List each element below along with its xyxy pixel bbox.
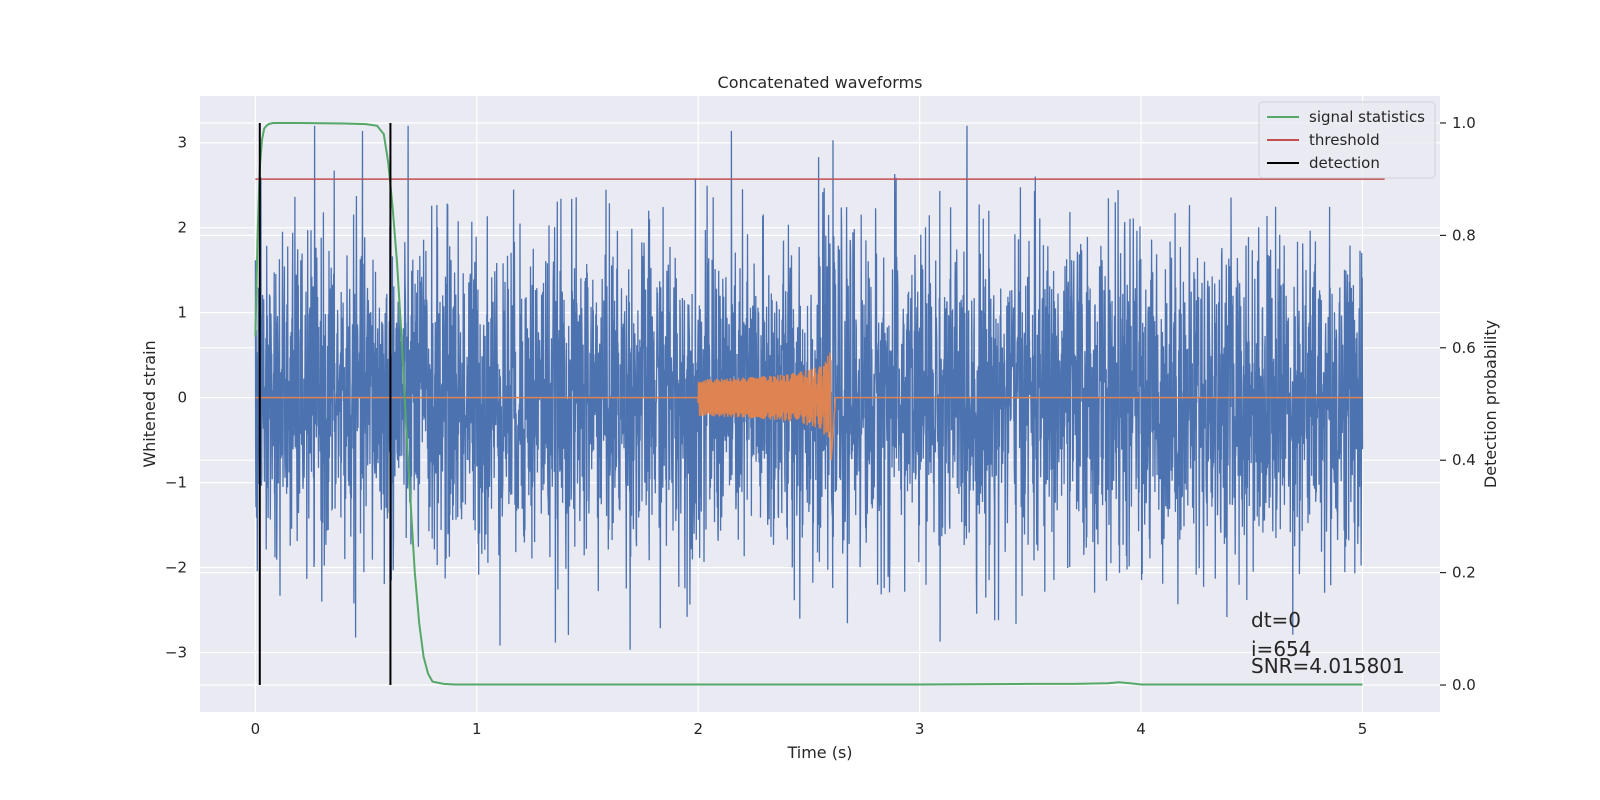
x-tick-label: 2 — [693, 720, 703, 738]
y2-tick-label: 0.4 — [1452, 451, 1476, 469]
legend-box — [1258, 101, 1436, 179]
template-series-line — [255, 352, 1363, 461]
annotation-snr: SNR=4.015801 — [1251, 654, 1405, 678]
x-axis-label: Time (s) — [786, 743, 852, 762]
x-tick-label: 5 — [1358, 720, 1368, 738]
y-tick-label: 3 — [177, 134, 187, 152]
y-tick-label: −2 — [165, 559, 187, 577]
y-tick-label: 2 — [177, 219, 187, 237]
y-tick-label: −1 — [165, 474, 187, 492]
y2-tick-label: 0.0 — [1452, 676, 1476, 694]
legend-label-signal-statistics: signal statistics — [1309, 108, 1425, 126]
y2-tick-label: 0.8 — [1452, 226, 1476, 244]
y2-axis-label: Detection probability — [1481, 320, 1500, 488]
y2-tick-label: 0.6 — [1452, 339, 1476, 357]
signal-statistics-line — [254, 122, 1363, 686]
y-tick-label: 0 — [177, 389, 187, 407]
x-tick-label: 1 — [472, 720, 482, 738]
chart-title: Concatenated waveforms — [718, 73, 923, 92]
strain-series-line — [254, 125, 1364, 650]
legend-label-detection: detection — [1309, 154, 1380, 172]
y-axis-label: Whitened strain — [140, 340, 159, 467]
annotation-index: i=654 — [1251, 637, 1312, 661]
ticks: 0 1 2 3 4 5 −3 −2 −1 0 1 2 3 0.0 0.2 0.4 0.6 0.8 1.0 — [165, 114, 1476, 738]
annotation-dt: dt=0 — [1251, 608, 1301, 632]
y-tick-label: 1 — [177, 304, 187, 322]
x-tick-label: 3 — [915, 720, 925, 738]
series-layer — [254, 122, 1385, 686]
y2-tick-label: 1.0 — [1452, 114, 1476, 132]
y-tick-label: −3 — [165, 644, 187, 662]
x-tick-label: 4 — [1136, 720, 1146, 738]
legend-label-threshold: threshold — [1309, 131, 1380, 149]
x-tick-label: 0 — [251, 720, 261, 738]
y2-tick-label: 0.2 — [1452, 564, 1476, 582]
legend: signal statistics threshold detection — [1258, 101, 1436, 179]
